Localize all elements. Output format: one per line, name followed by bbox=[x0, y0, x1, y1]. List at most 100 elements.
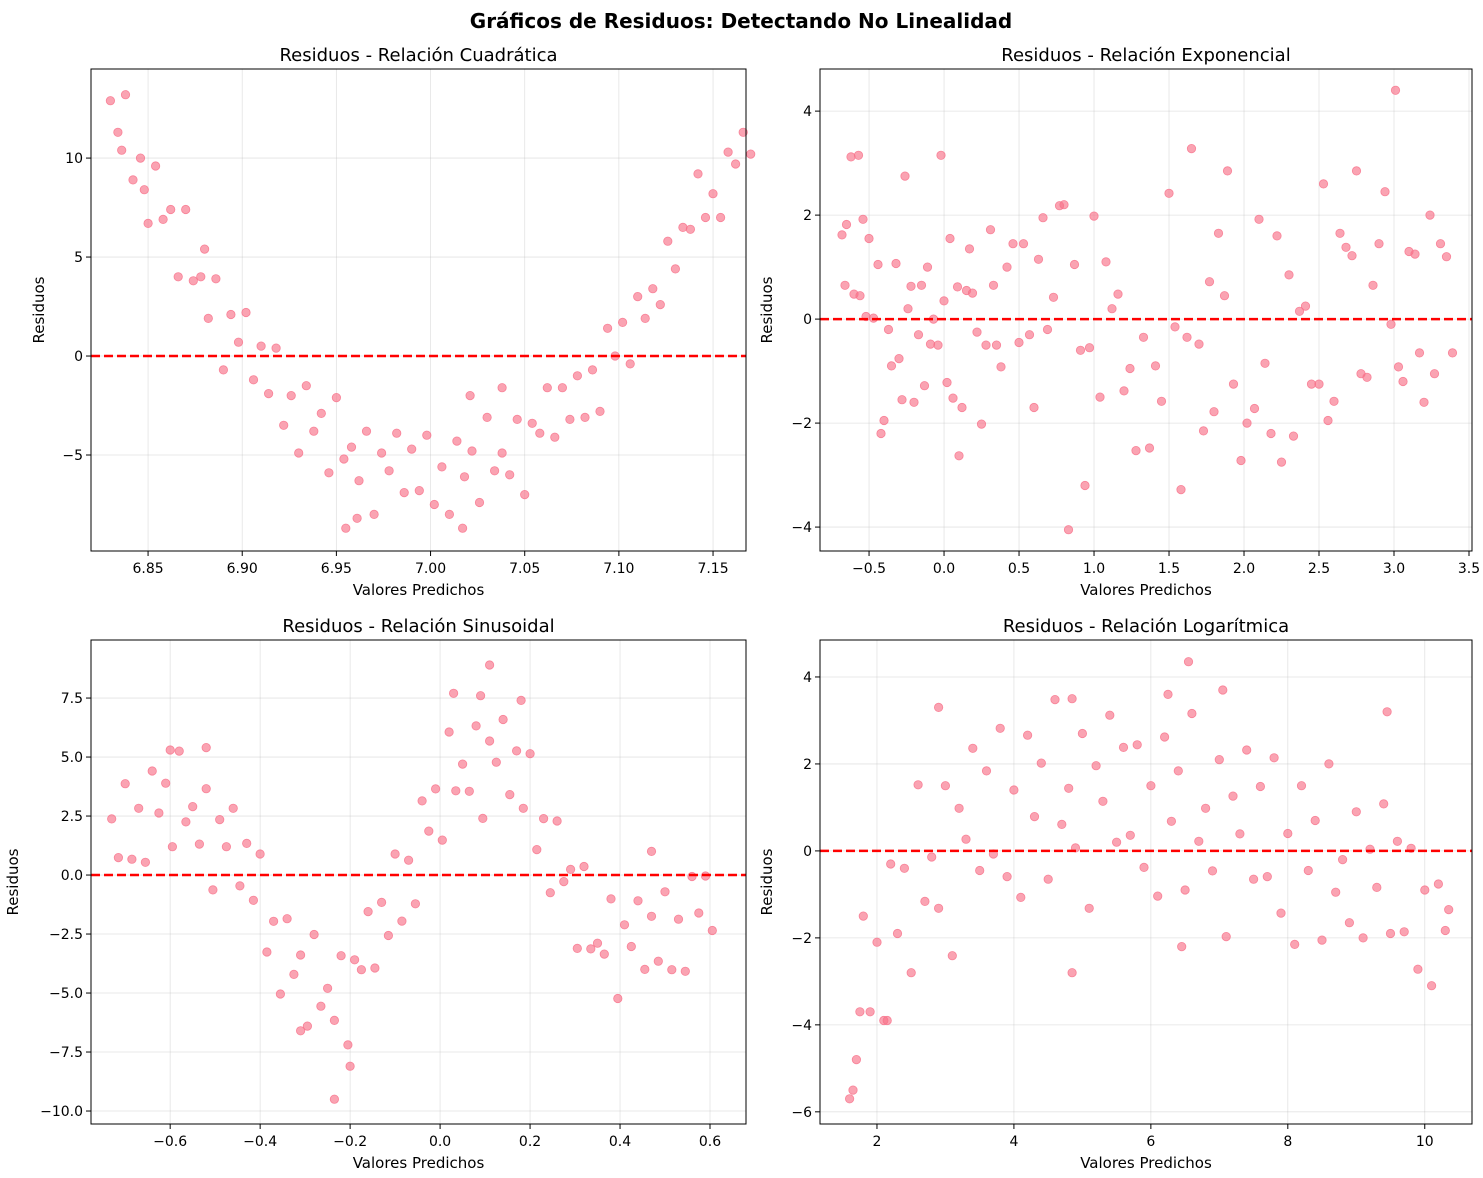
data-point bbox=[143, 218, 153, 228]
data-point bbox=[952, 282, 963, 292]
data-point bbox=[945, 233, 955, 244]
data-point bbox=[1075, 345, 1086, 355]
x-tick-label: 6 bbox=[1146, 1134, 1155, 1150]
data-point bbox=[363, 906, 373, 917]
subplot-sinusoidal: −0.6 −0.4 −0.2 0.0 0.2 0.4 0.6 −10.0 −7.5 −5.0 −2.… bbox=[4, 616, 747, 1172]
data-point bbox=[444, 727, 454, 737]
subplot-title: Residuos - Relación Cuadrática bbox=[279, 45, 557, 66]
data-point bbox=[1344, 918, 1355, 928]
data-point bbox=[448, 688, 459, 698]
data-point bbox=[1324, 759, 1334, 769]
data-point bbox=[1153, 891, 1163, 901]
y-tick-label: 7.5 bbox=[61, 691, 83, 707]
axes-frame bbox=[819, 639, 1473, 1125]
data-point bbox=[248, 895, 258, 905]
y-axis-label: Residuos bbox=[758, 848, 776, 915]
subplot-title: Residuos - Relación Exponencial bbox=[1001, 45, 1290, 66]
x-tick-label: 7.00 bbox=[415, 561, 446, 577]
data-point bbox=[527, 418, 537, 428]
data-point bbox=[1002, 262, 1012, 272]
data-point bbox=[1033, 254, 1044, 264]
data-point bbox=[903, 304, 913, 314]
y-tick-label: 0 bbox=[74, 349, 83, 365]
data-point bbox=[1290, 939, 1300, 950]
data-point bbox=[414, 485, 424, 496]
data-point bbox=[512, 414, 522, 424]
data-point bbox=[1214, 754, 1224, 765]
data-point bbox=[1444, 904, 1454, 915]
data-point bbox=[181, 204, 191, 215]
data-point bbox=[991, 340, 1002, 350]
data-point bbox=[919, 381, 930, 391]
data-point bbox=[309, 426, 319, 436]
data-point bbox=[1390, 85, 1401, 95]
data-point bbox=[1084, 903, 1094, 913]
data-point bbox=[289, 969, 299, 980]
data-point bbox=[341, 523, 351, 533]
data-point bbox=[105, 96, 116, 106]
data-point bbox=[1358, 933, 1368, 943]
data-point bbox=[154, 808, 164, 818]
y-tick-label: −4 bbox=[791, 520, 812, 536]
x-axis-label: Valores Predichos bbox=[353, 581, 485, 599]
y-tick-label: 0 bbox=[803, 844, 812, 860]
data-point bbox=[940, 781, 951, 791]
data-point bbox=[1440, 925, 1450, 936]
data-point bbox=[653, 956, 663, 966]
data-point bbox=[1300, 301, 1311, 311]
data-point bbox=[557, 383, 568, 393]
data-point bbox=[1059, 200, 1069, 210]
data-point bbox=[1138, 332, 1149, 342]
data-point bbox=[1269, 753, 1279, 763]
data-point bbox=[1218, 685, 1228, 695]
data-point bbox=[663, 236, 673, 246]
data-point bbox=[1119, 386, 1129, 396]
data-point bbox=[275, 989, 285, 999]
data-point bbox=[282, 914, 292, 924]
x-tick-label: 7.10 bbox=[603, 561, 634, 577]
data-point bbox=[1183, 657, 1194, 667]
data-point bbox=[1182, 332, 1192, 342]
data-point bbox=[1447, 348, 1458, 358]
y-tick-label: 2 bbox=[803, 757, 812, 773]
data-point bbox=[242, 838, 252, 849]
data-point bbox=[858, 214, 868, 224]
data-point bbox=[655, 299, 665, 310]
x-tick-label: 0.5 bbox=[1008, 561, 1030, 577]
data-point bbox=[1380, 187, 1390, 197]
data-point bbox=[1228, 379, 1239, 389]
data-point bbox=[964, 244, 975, 254]
data-point bbox=[646, 846, 657, 857]
data-point bbox=[1296, 781, 1307, 791]
data-point bbox=[1222, 166, 1233, 176]
subplot-exponential: −0.5 0.0 0.5 1.0 1.5 2.0 2.5 3.0 3.5 −4 −2 0 2 4 Resid… bbox=[758, 45, 1480, 599]
data-point bbox=[633, 291, 643, 302]
data-point bbox=[322, 983, 333, 993]
y-tick-label: −4 bbox=[791, 1018, 812, 1034]
data-point bbox=[295, 950, 306, 960]
data-point bbox=[1029, 402, 1039, 413]
data-point bbox=[1276, 908, 1286, 918]
data-point bbox=[633, 896, 643, 906]
data-point bbox=[1385, 928, 1396, 939]
data-point bbox=[302, 1021, 312, 1031]
data-point bbox=[301, 381, 311, 391]
data-point bbox=[1002, 871, 1012, 882]
data-point bbox=[1024, 330, 1035, 340]
data-point bbox=[471, 721, 481, 731]
data-point bbox=[602, 323, 613, 333]
x-tick-label: −0.4 bbox=[243, 1134, 277, 1150]
data-point bbox=[151, 161, 161, 171]
data-point bbox=[107, 814, 117, 824]
data-point bbox=[120, 779, 130, 789]
data-point bbox=[572, 371, 583, 381]
data-point bbox=[294, 448, 304, 458]
y-tick-label: 5 bbox=[74, 250, 83, 266]
data-point bbox=[876, 428, 886, 439]
data-point bbox=[853, 150, 864, 160]
data-point bbox=[840, 280, 850, 290]
y-tick-label: −2 bbox=[791, 931, 812, 947]
data-point bbox=[464, 786, 474, 796]
data-point bbox=[376, 897, 387, 908]
data-point bbox=[255, 849, 265, 859]
